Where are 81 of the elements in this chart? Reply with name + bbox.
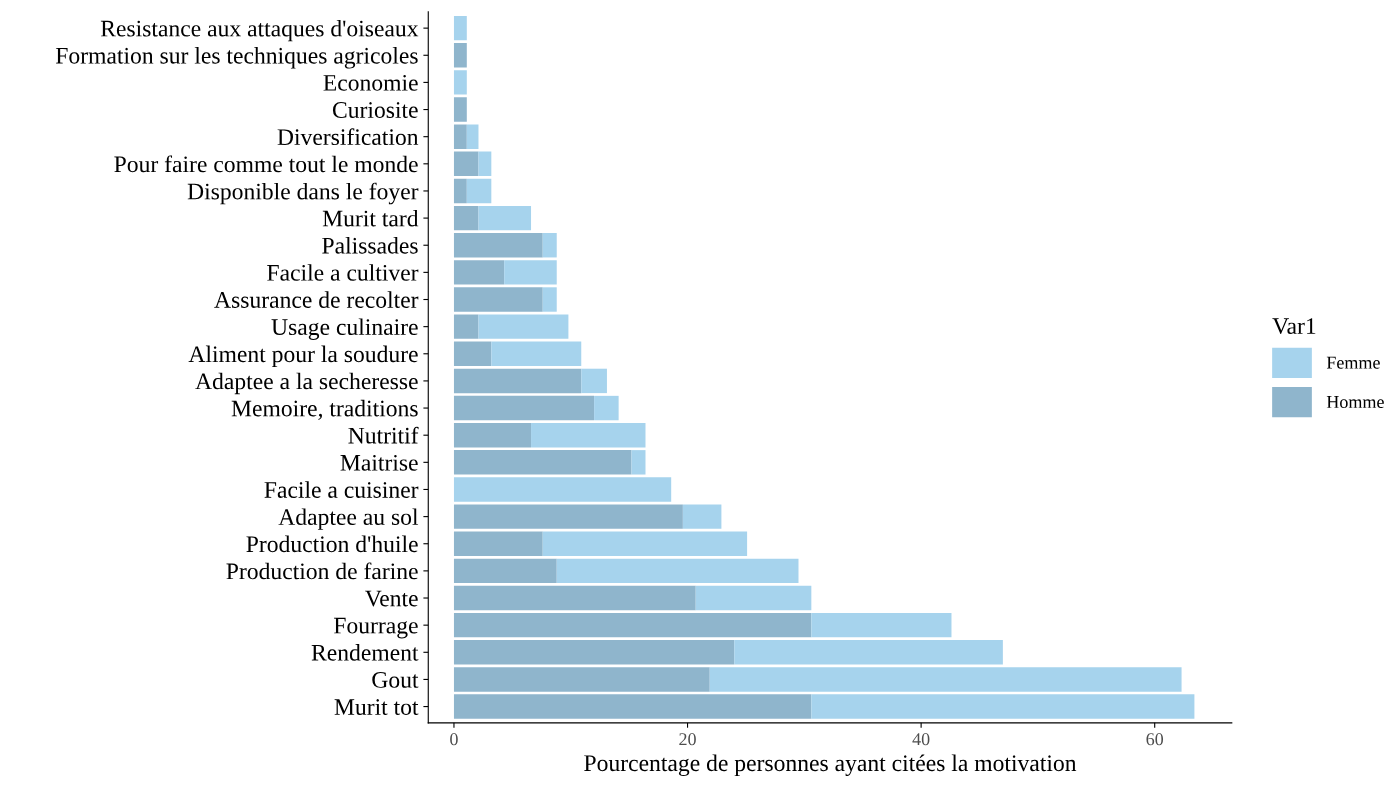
y-tick-label: Usage culinaire	[271, 318, 418, 340]
y-tick-label: Resistance aux attaques d'oiseaux	[100, 19, 419, 42]
bar	[453, 558, 557, 584]
y-tick-label: Rendement	[311, 644, 419, 661]
y-tick-label: Adaptee a la secheresse	[195, 372, 418, 395]
y-tick-label: Maitrise	[340, 454, 418, 471]
bar	[478, 151, 492, 177]
y-tick-label: Vente	[365, 590, 418, 607]
bar	[811, 694, 1195, 719]
bar	[453, 205, 479, 231]
bar	[695, 585, 812, 611]
bar	[594, 395, 619, 421]
y-tick-label: Nutritif	[348, 426, 419, 444]
bar	[453, 585, 696, 611]
bar	[466, 178, 492, 204]
bar	[453, 531, 543, 556]
y-tick-label: Murit tot	[334, 699, 419, 715]
bar	[453, 314, 479, 339]
legend-label: Homme	[1326, 396, 1384, 409]
bar	[542, 233, 557, 258]
bar	[478, 205, 532, 231]
bar	[491, 341, 582, 366]
y-tick-label: Production d'huile	[246, 535, 418, 553]
bar	[709, 667, 1182, 692]
y-tick-label: Assurance de recolter	[214, 291, 419, 308]
bar	[453, 504, 683, 529]
bar	[453, 178, 467, 204]
bar	[504, 260, 557, 285]
bar	[453, 612, 812, 638]
bar	[453, 287, 543, 312]
y-tick-label: Memoire, traditions	[231, 399, 418, 420]
x-tick-label: 20	[679, 733, 696, 746]
bar	[453, 15, 467, 41]
y-tick-label: Diversification	[277, 128, 419, 146]
bar	[453, 368, 582, 394]
y-tick-label: Palissades	[322, 237, 418, 254]
bar	[556, 558, 799, 584]
bar	[453, 233, 543, 258]
bar	[453, 151, 479, 177]
y-tick-label: Adaptee au sol	[278, 508, 419, 530]
bar	[466, 124, 479, 149]
bar	[453, 70, 467, 95]
legend-title: Var1	[1272, 318, 1316, 335]
x-tick-label: 60	[1146, 733, 1164, 746]
x-tick-label: 0	[450, 733, 458, 746]
y-tick-label: Gout	[372, 671, 419, 688]
x-tick-label: 40	[912, 733, 930, 746]
y-tick-label: Fourrage	[333, 617, 418, 639]
bar	[542, 531, 748, 556]
y-tick-label: Murit tard	[322, 209, 419, 227]
bar	[453, 640, 735, 665]
bar	[631, 450, 646, 475]
bar	[531, 422, 646, 448]
bar	[453, 260, 505, 285]
bar	[453, 450, 632, 475]
bar	[453, 477, 672, 502]
bar	[682, 504, 722, 529]
y-tick-label: Formation sur les techniques agricoles	[55, 47, 418, 69]
bar	[478, 314, 569, 339]
bar	[453, 97, 467, 122]
y-tick-label: Disponible dans le foyer	[187, 182, 419, 205]
bar	[453, 694, 812, 719]
bar	[734, 640, 1003, 665]
bar	[581, 368, 607, 394]
bar	[453, 395, 595, 421]
bar	[453, 667, 710, 692]
x-axis-title: Pourcentage de personnes ayant citées la motivation	[584, 754, 1077, 777]
y-tick-label: Production de farine	[226, 562, 418, 580]
bar	[453, 341, 492, 366]
y-tick-label: Aliment pour la soudure	[188, 345, 418, 367]
bar	[811, 612, 952, 638]
bar	[453, 422, 532, 448]
bar	[453, 43, 467, 68]
y-tick-label: Economie	[323, 74, 418, 91]
y-tick-label: Facile a cultiver	[267, 264, 419, 281]
bar	[453, 124, 467, 149]
y-tick-label: Facile a cuisiner	[264, 481, 419, 498]
y-tick-label: Curiosite	[332, 102, 418, 118]
y-tick-label: Pour faire comme tout le monde	[114, 155, 418, 173]
legend-label: Femme	[1326, 356, 1380, 369]
bar	[542, 287, 557, 312]
